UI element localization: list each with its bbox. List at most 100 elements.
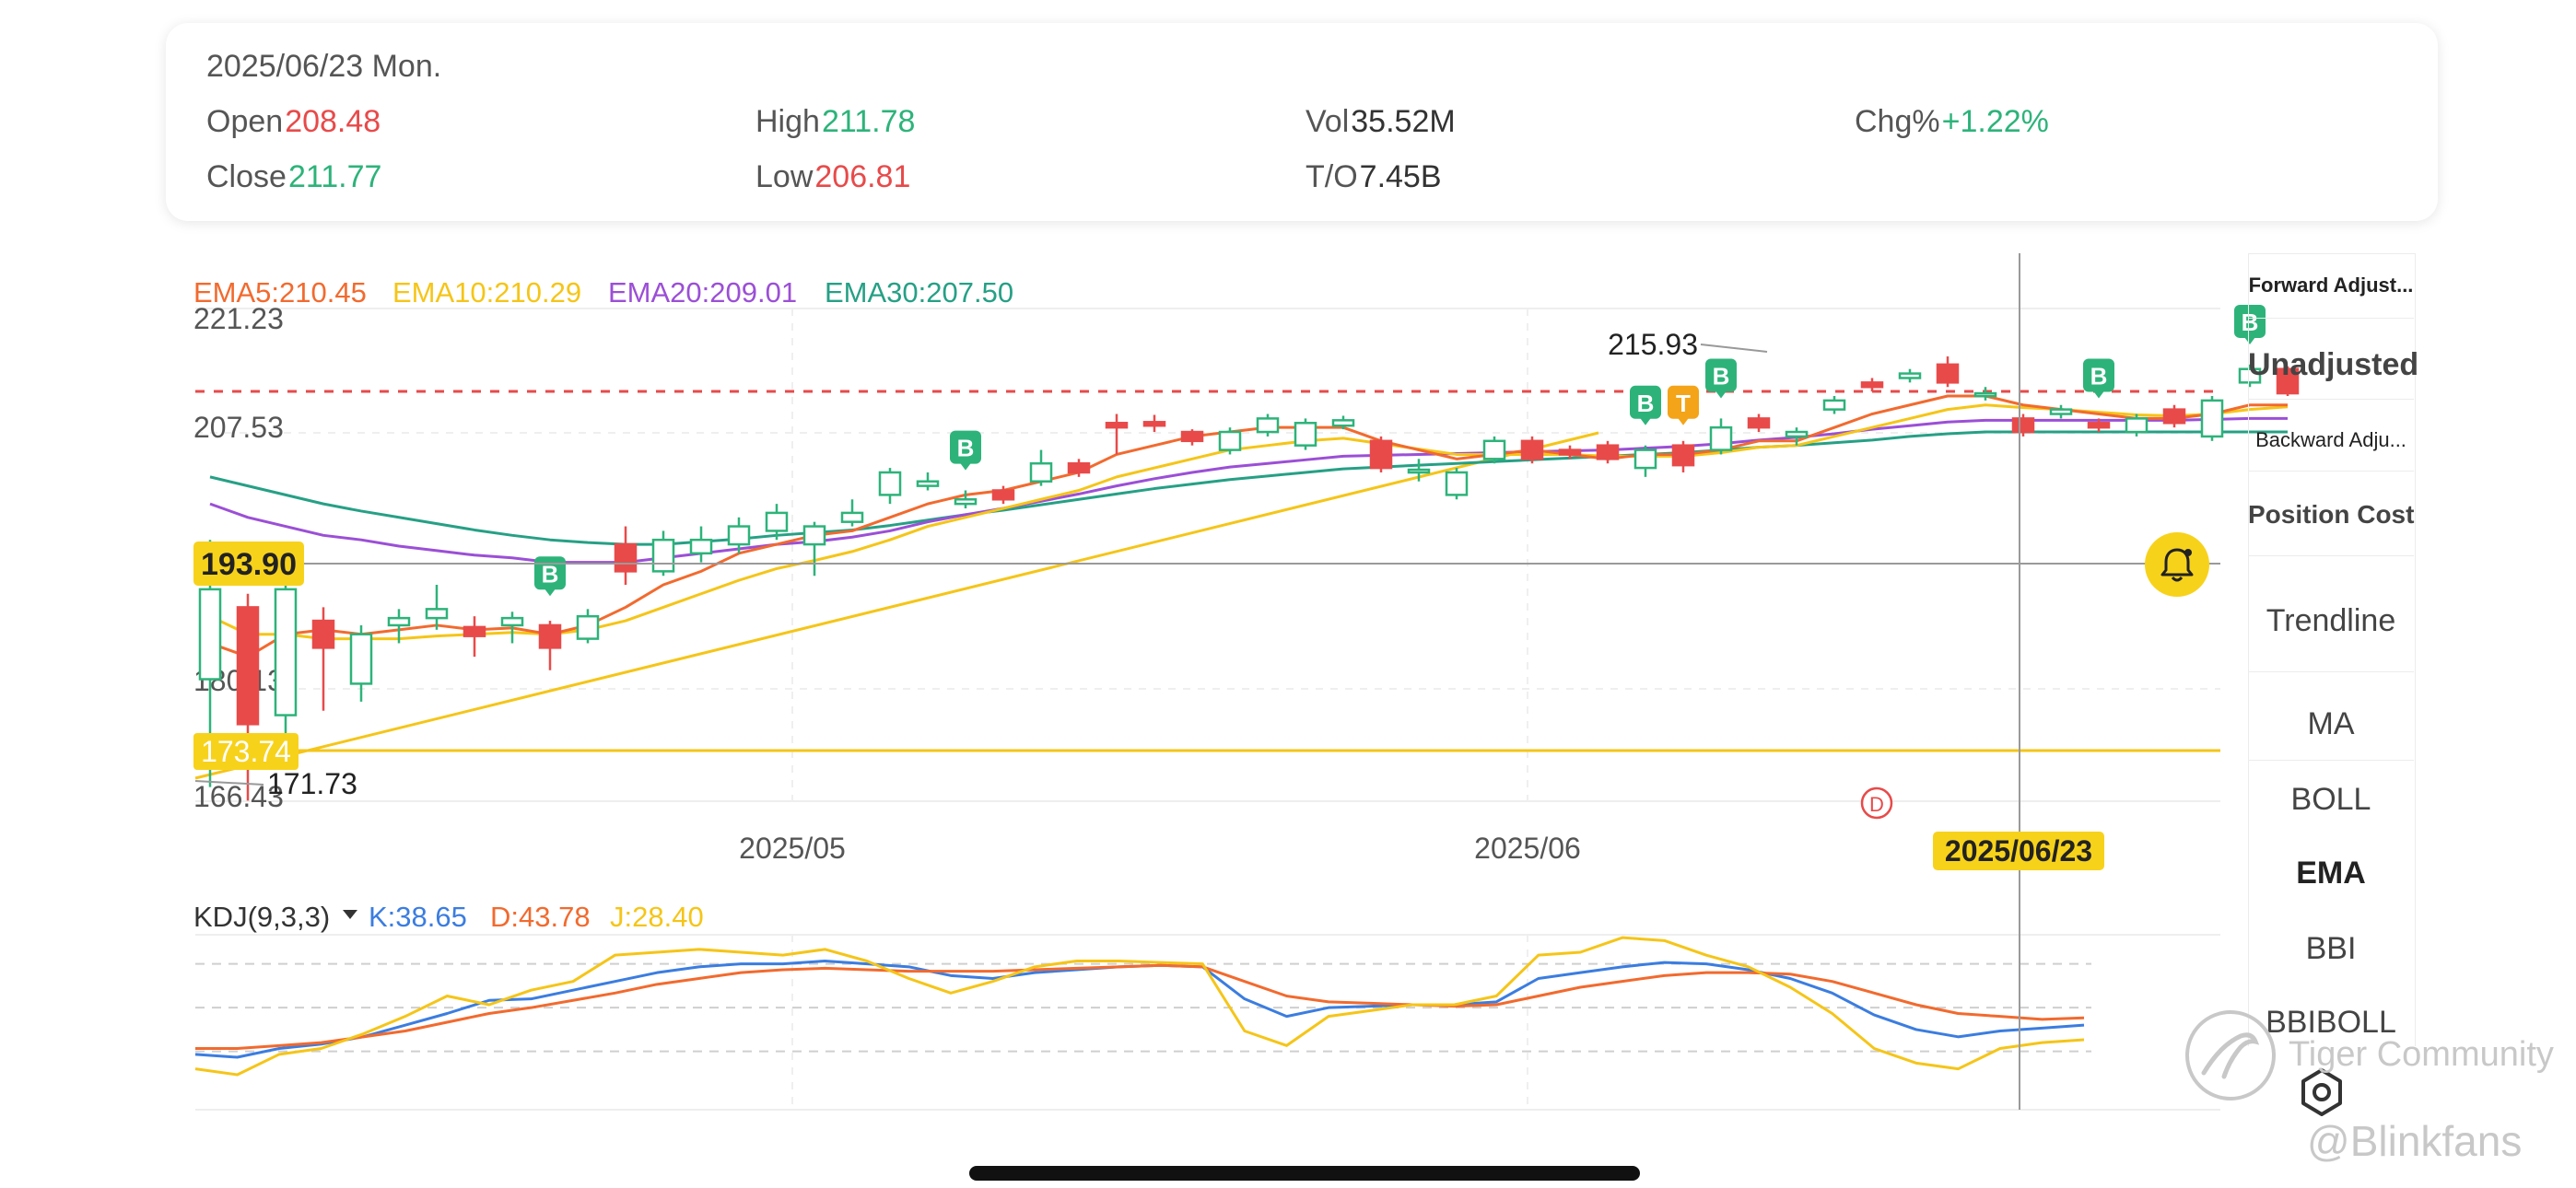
low-stat: Low206.81 [755,159,910,195]
bbiboll-option[interactable]: BBIBOLL [2266,1005,2396,1040]
chg-label: Chg% [1855,104,1940,139]
settings-icon[interactable] [2296,1066,2348,1118]
bbi-option[interactable]: BBI [2305,931,2357,966]
candle-body [651,538,675,573]
candle-body [1558,448,1582,456]
candle [651,530,675,577]
kdj-d-line [195,963,2085,1050]
trendline-layer [194,390,2220,780]
candle-body [1407,468,1431,474]
candle [991,485,1015,505]
candle [1709,418,1733,455]
buy-marker-box [1705,358,1737,392]
ma-option[interactable]: MA [2307,706,2355,741]
candle-body [349,633,373,685]
candle-body [991,489,1015,501]
candle-body [2049,408,2073,415]
candle-body [2238,367,2262,384]
candle-body [1671,444,1695,467]
trendline-price-label-bg [193,733,299,770]
candle [878,468,902,505]
low-annotation: 171.73 [267,767,357,800]
candle [311,607,335,711]
vol-label: Vol [1306,104,1350,139]
candle-body [2276,367,2300,395]
candle [1331,415,1355,430]
kdj-dropdown-icon [343,910,357,919]
trade-marker: T [1668,385,1699,425]
candle-body [1822,399,1846,411]
boll-option[interactable]: BOLL [2290,782,2371,817]
candle [1671,440,1695,472]
candle-body [500,616,524,627]
turnover-label: T/O [1306,159,1358,194]
chart-grid [195,308,2220,802]
ema-legend-item: EMA5:210.45 [193,276,367,309]
ema-legend-item: EMA30:207.50 [825,276,1013,309]
candle [1180,429,1204,446]
candle [1142,414,1166,433]
forward-adjust-option[interactable]: Forward Adjust... [2248,274,2414,297]
buy-marker-pointer [2244,336,2255,344]
candle-body [1105,422,1129,429]
candle [1747,413,1771,433]
candle [727,517,751,553]
candle-body [198,588,222,681]
candle-body [1596,444,1620,460]
candle-body [1331,419,1355,427]
vol-stat: Vol35.52M [1306,104,1456,140]
candle [274,557,298,734]
ema-option[interactable]: EMA [2296,856,2366,891]
candle-body [802,525,826,546]
unadjusted-option[interactable]: Unadjusted [2248,347,2419,382]
candle-body [689,538,713,555]
candle [840,499,864,527]
backward-adjust-option[interactable]: Backward Adju... [2255,428,2406,451]
candle [387,609,411,644]
candle-body [1633,448,1657,470]
candle-body [2125,417,2149,434]
candle [349,624,373,702]
candle [425,585,449,630]
candle-body [1445,471,1469,496]
buy-marker-pointer [2093,390,2104,399]
trendline-option[interactable]: Trendline [2266,603,2396,638]
high-label: High [755,104,820,139]
price-alert-button[interactable] [2145,532,2209,597]
kdj-title: KDJ(9,3,3) [193,901,330,933]
trendline-price-label: 173.74 [201,735,291,768]
low-value: 206.81 [814,159,911,194]
buy-marker-box [534,556,566,590]
event-marker-circle [1860,786,1893,820]
candle-body [916,480,940,487]
candle [1407,459,1431,482]
candle-body [1936,363,1960,384]
candle-body [1520,439,1544,460]
buy-marker-letter: B [2242,309,2259,336]
price-tick-label: 166.43 [193,780,284,813]
kdj-j-line [194,936,2085,1077]
kdj-legend-item: K:38.65 [369,901,467,933]
date-tick-label: 2025/06 [1474,832,1581,865]
candle-body [840,511,864,523]
candle [1067,459,1091,477]
crosshair-date-label-bg [1933,832,2104,870]
price-tick-label: 221.23 [193,302,284,335]
candle [1218,427,1242,455]
candle [1520,436,1544,464]
crosshair-price-label-bg [193,542,304,586]
date-axis: 2025/05 2025/06 [739,832,1581,865]
watermark-handle: @Blinkfans [2307,1117,2523,1165]
position-cost-option[interactable]: Position Cost [2248,500,2415,529]
candle [1482,436,1506,464]
candle [576,609,600,644]
home-indicator [969,1166,1640,1181]
buy-marker-letter: B [1637,390,1655,417]
candle-body [1973,391,1997,398]
quote-date: 2025/06/23 Mon. [206,49,442,84]
candle-body [727,525,751,546]
candle-body [425,608,449,620]
candle [2200,395,2224,441]
candle [802,521,826,577]
